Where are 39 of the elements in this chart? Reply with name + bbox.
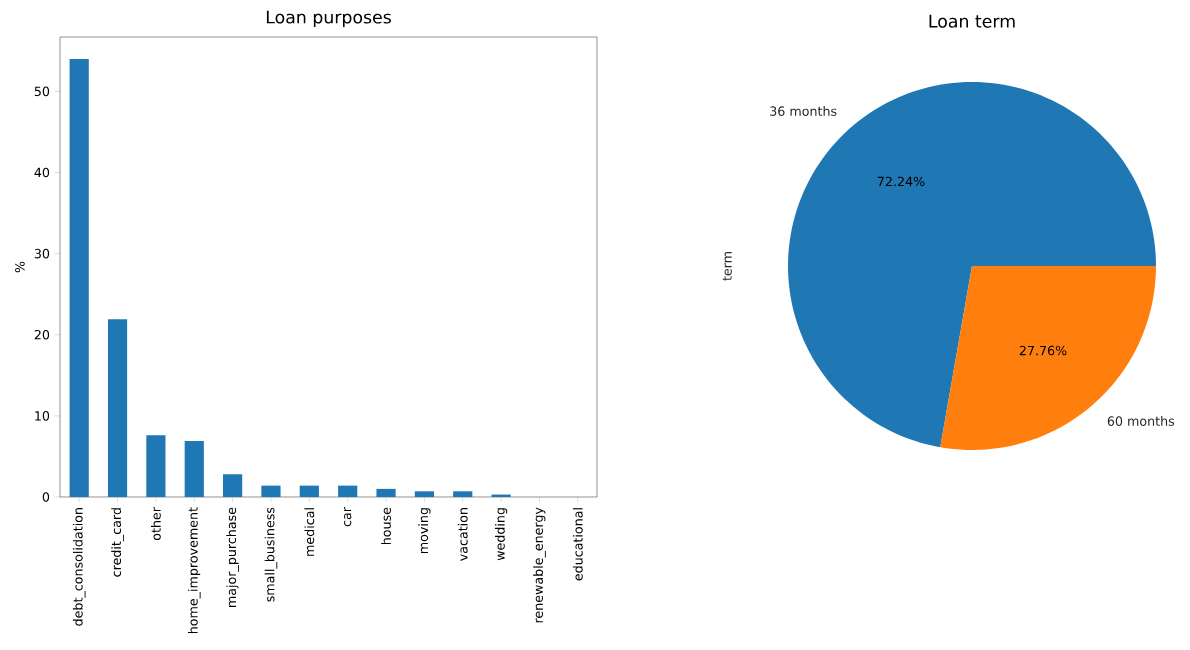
data-label: 72.24%: [877, 176, 925, 187]
y-tick-label: 40: [34, 167, 50, 178]
bar: [107, 319, 128, 497]
slice-label: 36 months: [770, 106, 837, 116]
bar: [453, 491, 473, 497]
y-tick-label: 30: [34, 248, 50, 259]
slice-label: 60 months: [1107, 416, 1175, 426]
y-tick-label: 0: [42, 492, 50, 502]
y-tick-label: 10: [35, 411, 50, 421]
bar: [414, 491, 434, 497]
x-tick-label: educational: [572, 508, 583, 581]
x-tick-label: debt_consolidation: [72, 508, 86, 626]
x-tick-label: vacation: [457, 508, 468, 561]
y-tick-label: 20: [34, 329, 50, 340]
x-tick-label: car: [344, 507, 352, 527]
x-tick-label: wedding: [494, 508, 508, 561]
text: term: [722, 252, 732, 281]
y-axis-title: %: [15, 261, 25, 273]
y-tick-label: 50: [34, 86, 50, 97]
bar: [261, 485, 281, 497]
bar: [338, 485, 358, 497]
x-tick-label: house: [381, 507, 391, 545]
bar: [184, 441, 204, 497]
x-tick-label: small_business: [264, 507, 278, 602]
x-tick-label: major_purchase: [226, 507, 239, 607]
x-tick-label: credit_card: [111, 508, 124, 577]
bar: [223, 474, 243, 497]
chart-title: Loan term: [929, 14, 1015, 28]
bar: [146, 435, 166, 497]
chart-title: Loan purposes: [266, 10, 391, 27]
x-tick-label: renewable_energy: [533, 507, 546, 623]
data-label: 27.76%: [1019, 345, 1067, 356]
bar: [299, 485, 319, 497]
x-tick-label: medical: [304, 508, 315, 556]
x-tick-label: other: [151, 507, 161, 541]
bar: [376, 488, 396, 497]
x-tick-label: moving: [418, 508, 431, 554]
bar: [69, 58, 89, 497]
x-tick-label: home_improvement: [187, 507, 201, 634]
